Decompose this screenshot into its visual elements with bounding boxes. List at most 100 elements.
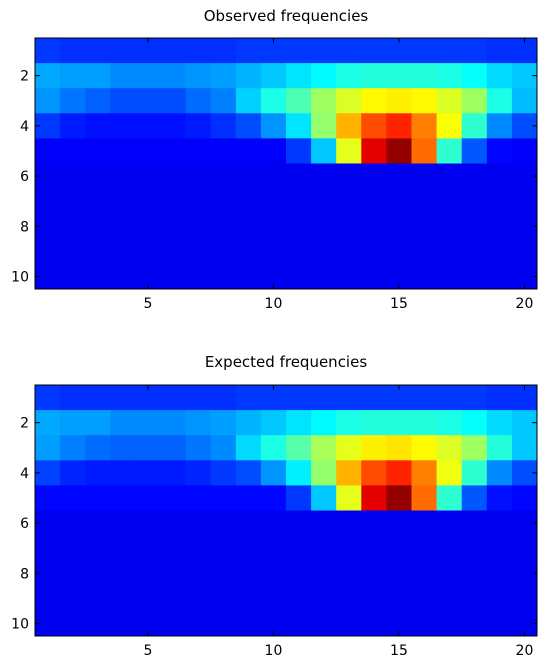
heatmap-cell [35, 88, 61, 114]
heatmap-cell [486, 38, 513, 64]
heatmap-cell [411, 88, 438, 114]
heatmap-cell [85, 263, 111, 290]
heatmap-cell [436, 213, 463, 240]
heatmap-cell [336, 535, 362, 562]
heatmap-cell [311, 88, 337, 114]
heatmap-cell [361, 263, 387, 290]
heatmap-cell [486, 510, 513, 537]
heatmap-cell [386, 63, 412, 89]
heatmap-cell [35, 535, 61, 562]
heatmap-cell [110, 113, 136, 139]
heatmap-cell [260, 510, 287, 537]
heatmap-cell [235, 263, 262, 290]
heatmap-cell [160, 410, 187, 436]
heatmap-cell [361, 63, 387, 89]
heatmap-cell [361, 385, 387, 411]
heatmap-cell [411, 263, 438, 290]
heatmap-cell [411, 535, 438, 562]
heatmap-cell [411, 213, 438, 240]
heatmap-cell [461, 188, 488, 215]
heatmap-cell [286, 410, 312, 436]
heatmap-cell [110, 460, 136, 486]
heatmap-cell [311, 213, 337, 240]
heatmap-cell [160, 113, 187, 139]
heatmap-cell [185, 238, 212, 265]
heatmap-cell [486, 213, 513, 240]
heatmap-cell [461, 410, 488, 436]
heatmap-cell [260, 238, 287, 265]
heatmap-cell [185, 560, 212, 587]
heatmap-cell [210, 138, 237, 164]
chart-title: Expected frequencies [205, 353, 368, 371]
heatmap-cell [110, 385, 136, 411]
heatmap-cell [60, 188, 86, 215]
heatmap-cell [260, 485, 287, 511]
heatmap-cell [461, 263, 488, 290]
heatmap-cell [286, 113, 312, 139]
heatmap-cell [461, 163, 488, 190]
heatmap-cell [210, 610, 237, 637]
chart-observed: Observed frequencies 5 10 15 20 2 4 6 8 10 [11, 7, 538, 312]
heatmap-cell [336, 113, 362, 139]
heatmap-cell [85, 510, 111, 537]
heatmap-cell [361, 88, 387, 114]
heatmap-cell [386, 188, 412, 215]
heatmap-cell [411, 238, 438, 265]
heatmap-cell [135, 535, 161, 562]
heatmap-cell [461, 113, 488, 139]
heatmap-cell [185, 263, 212, 290]
heatmap-cell [185, 213, 212, 240]
heatmap-cell [311, 238, 337, 265]
heatmap-cell [386, 410, 412, 436]
heatmap-cell [411, 435, 438, 461]
heatmap-cell [235, 163, 262, 190]
heatmap-cell [235, 188, 262, 215]
heatmap-cell [461, 138, 488, 164]
heatmap-cell [386, 435, 412, 461]
heatmap-cell [85, 63, 111, 89]
heatmap-cell [235, 485, 262, 511]
heatmap-cell [185, 585, 212, 612]
heatmap-cell [60, 163, 86, 190]
heatmap-cell [185, 385, 212, 411]
heatmap-cell [311, 188, 337, 215]
heatmap-cell [110, 238, 136, 265]
heatmap-cell [85, 385, 111, 411]
heatmap-cell [411, 485, 438, 511]
heatmap-cell [85, 88, 111, 114]
heatmap-cell [311, 263, 337, 290]
y-tick-label: 2 [20, 416, 29, 432]
heatmap-cell [60, 138, 86, 164]
heatmap-cell [486, 138, 513, 164]
heatmap-cell [185, 410, 212, 436]
plot-frame [34, 37, 538, 290]
heatmap-cell [436, 163, 463, 190]
heatmap-cell [85, 460, 111, 486]
y-tick-label: 4 [20, 119, 29, 135]
heatmap-cell [411, 510, 438, 537]
heatmap-cell [461, 88, 488, 114]
heatmap-cell [336, 410, 362, 436]
heatmap-cell [85, 113, 111, 139]
heatmap-cell [336, 63, 362, 89]
heatmap-cell [135, 113, 161, 139]
heatmap-cell [361, 435, 387, 461]
heatmap-cell [35, 138, 61, 164]
heatmap-cell [260, 88, 287, 114]
heatmap-cell [486, 163, 513, 190]
x-tick-label: 10 [265, 296, 283, 312]
y-tick-label: 6 [20, 516, 29, 532]
heatmap-cell [461, 485, 488, 511]
heatmap-cell [210, 163, 237, 190]
heatmap-cell [135, 238, 161, 265]
heatmap-cell [160, 138, 187, 164]
heatmap-cell [486, 188, 513, 215]
heatmap-cell [60, 535, 86, 562]
heatmap-cell [185, 460, 212, 486]
heatmap-cell [185, 163, 212, 190]
heatmap-cell [60, 460, 86, 486]
heatmap-cell [260, 535, 287, 562]
heatmap-cell [210, 238, 237, 265]
heatmap-cell [210, 63, 237, 89]
